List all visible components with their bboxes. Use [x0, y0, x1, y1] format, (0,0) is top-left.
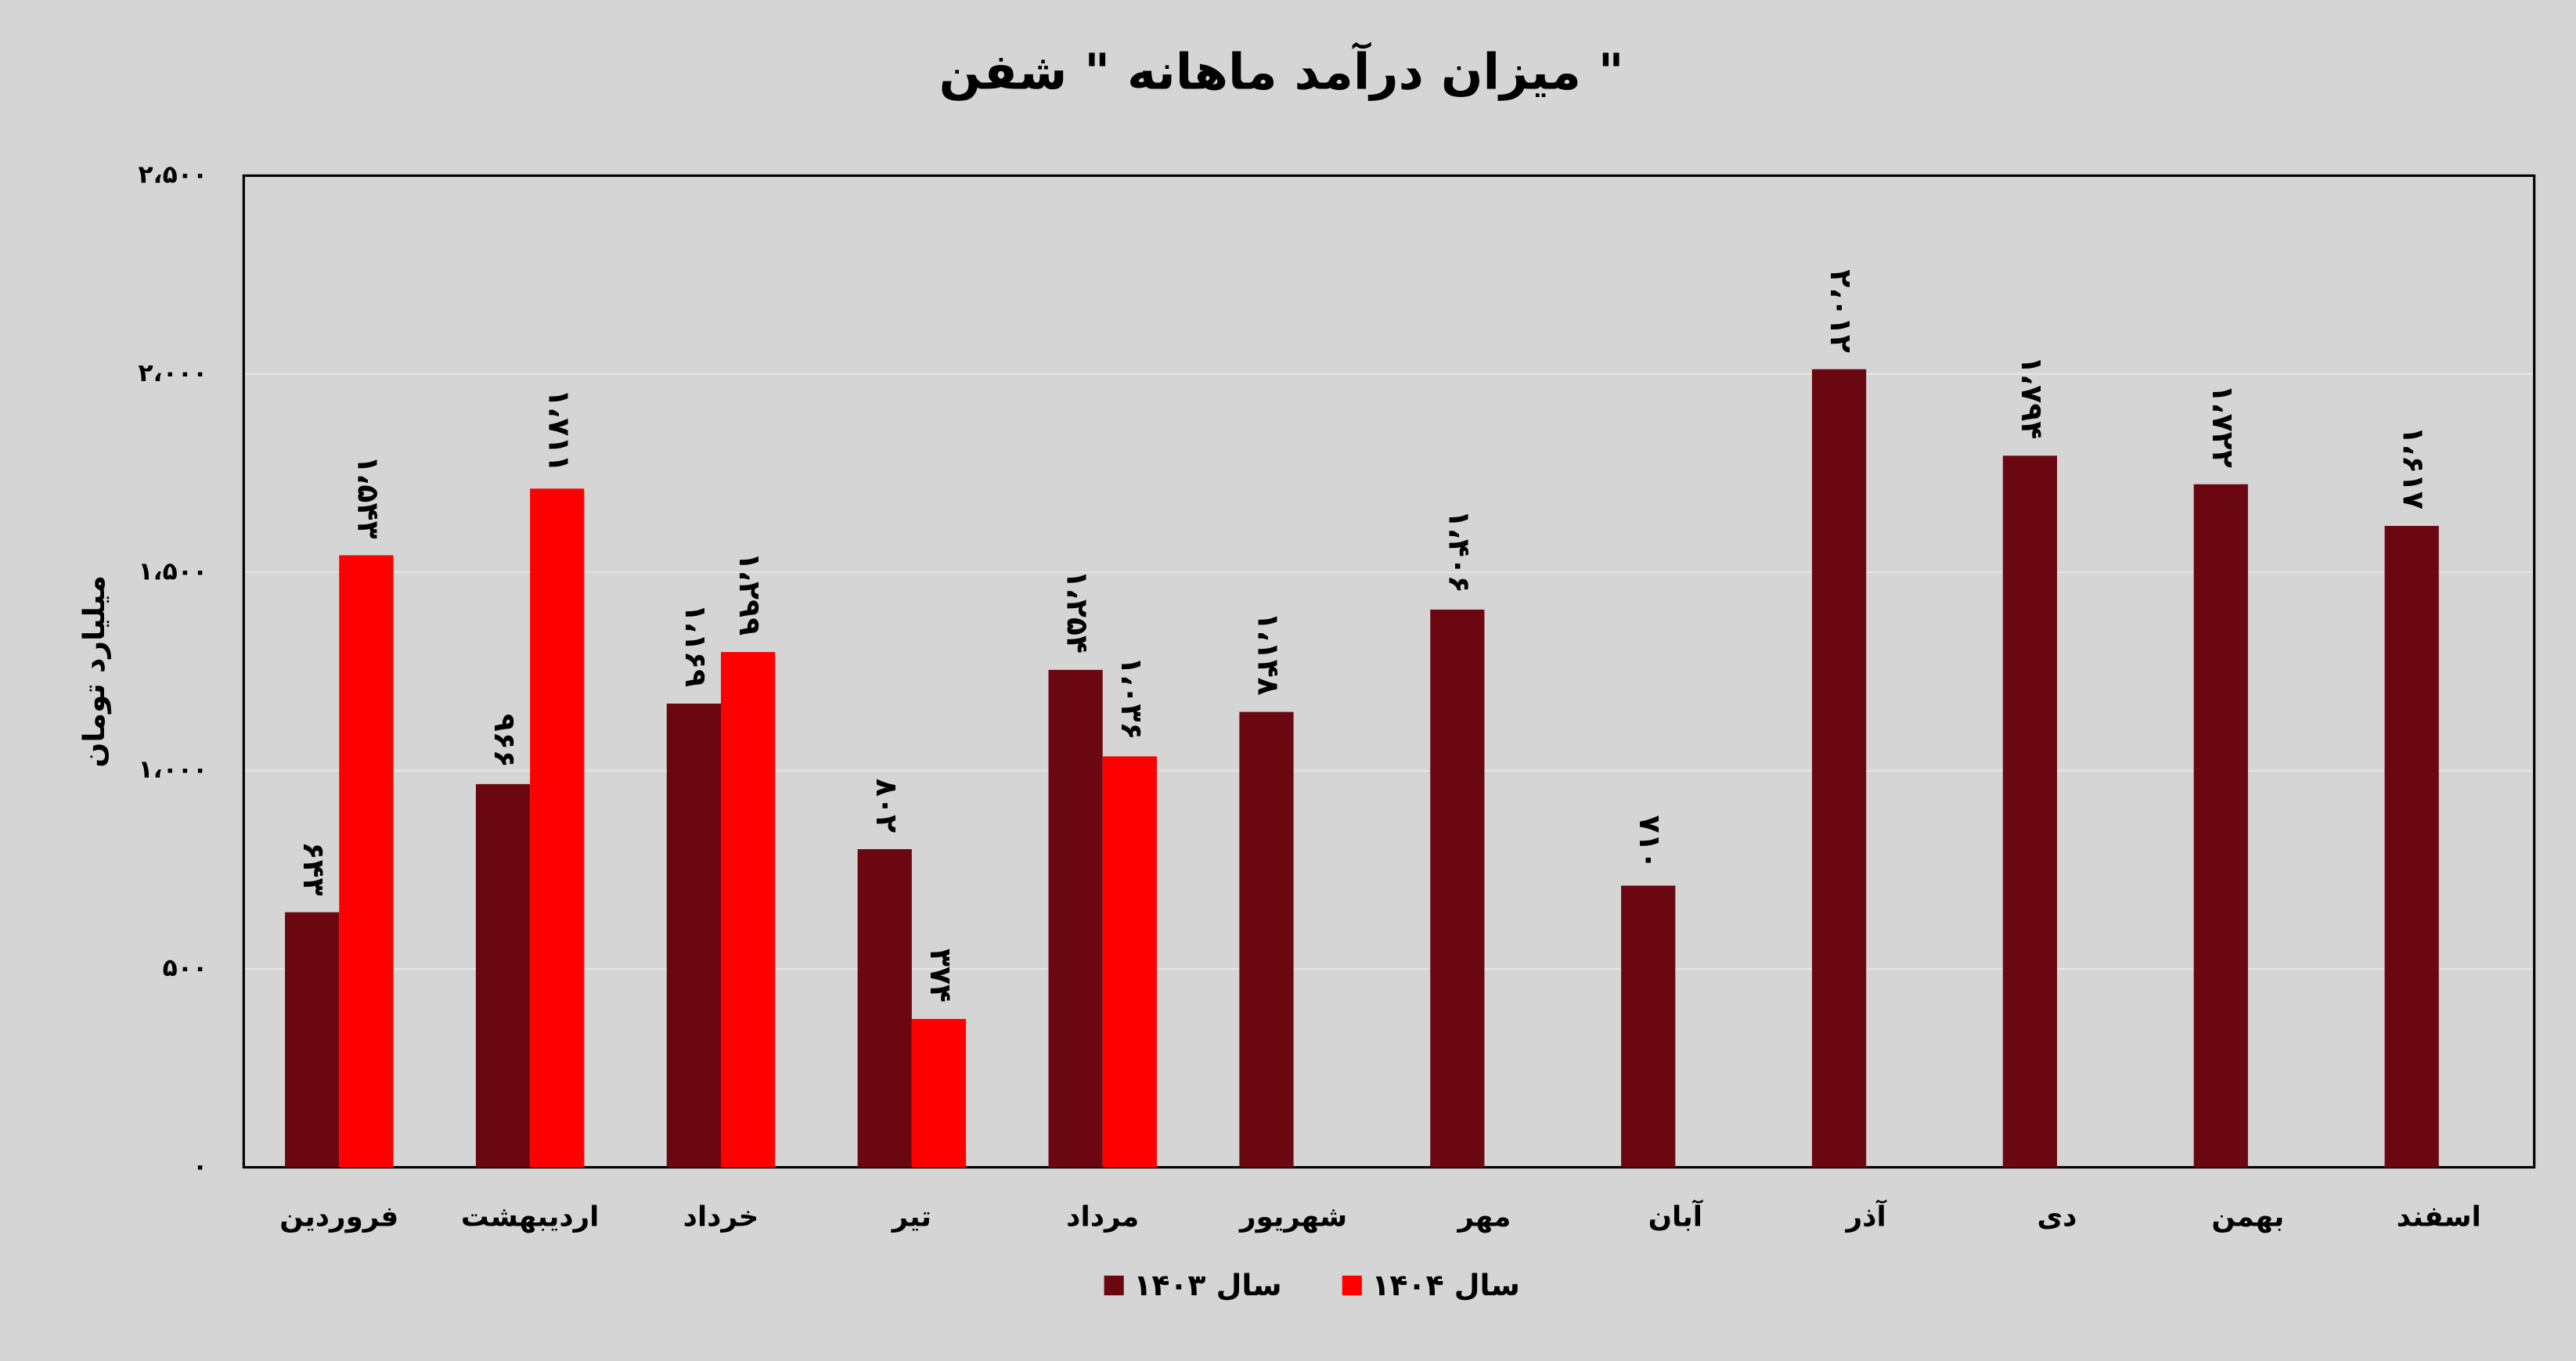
- x-tick-label: اسفند: [2397, 1201, 2481, 1233]
- bar: [666, 704, 722, 1168]
- x-tick-label: آذر: [1845, 1199, 1887, 1233]
- chart-title: میزان درآمد ماهانه " شفن ": [939, 41, 1624, 101]
- bar: [285, 912, 340, 1168]
- y-tick-label: ۱،۰۰۰: [138, 756, 207, 784]
- y-axis-label: میلیارد تومان: [77, 575, 111, 768]
- x-tick-label: شهریور: [1238, 1201, 1347, 1233]
- data-label: ۳۷۴: [924, 949, 958, 1003]
- bar: [530, 488, 585, 1168]
- data-label: ۱،۷۱۱: [542, 389, 576, 473]
- bar: [475, 783, 531, 1168]
- bar: [1621, 885, 1676, 1168]
- bar: [721, 652, 776, 1168]
- data-label: ۹۶۶: [488, 714, 522, 768]
- x-tick-label: مرداد: [1066, 1201, 1139, 1233]
- y-tick-label: ۵۰۰: [163, 954, 208, 982]
- y-tick-label: ۲،۵۰۰: [138, 160, 207, 189]
- y-tick-label: ۱،۵۰۰: [138, 557, 207, 585]
- bar: [2193, 484, 2248, 1168]
- bar: [2384, 525, 2439, 1168]
- x-tick-label: مهر: [1457, 1201, 1511, 1233]
- bar: [1239, 711, 1294, 1168]
- bar: [1811, 369, 1867, 1168]
- data-label: ۱،۱۶۹: [679, 604, 713, 688]
- bar: [1048, 669, 1103, 1168]
- legend-label: سال ۱۴۰۴: [1371, 1268, 1519, 1302]
- data-label: ۱،۵۴۳: [351, 455, 385, 539]
- data-label: ۱،۱۴۸: [1251, 612, 1285, 696]
- x-tick-label: اردیبهشت: [461, 1201, 600, 1233]
- data-label: ۱،۶۱۷: [2397, 426, 2431, 509]
- data-label: ۶۴۳: [297, 841, 331, 895]
- x-tick-label: تیر: [891, 1201, 931, 1233]
- legend-swatch: [1342, 1275, 1362, 1296]
- data-label: ۱،۴۰۶: [1442, 509, 1476, 593]
- data-label: ۷۱۰: [1633, 816, 1667, 870]
- data-label: ۱،۲۹۹: [733, 553, 767, 636]
- data-label: ۱،۷۲۲: [2206, 384, 2240, 468]
- bar: [339, 555, 394, 1168]
- bar: [911, 1018, 967, 1168]
- data-label: ۱،۰۳۶: [1115, 657, 1149, 740]
- bar: [1102, 756, 1157, 1168]
- y-tick-label: ۲،۰۰۰: [138, 359, 207, 387]
- legend-swatch: [1104, 1275, 1124, 1296]
- bar: [857, 849, 912, 1168]
- x-tick-label: خرداد: [683, 1201, 759, 1233]
- plot-border: [242, 174, 2536, 1169]
- x-tick-label: آبان: [1648, 1199, 1703, 1233]
- bar: [2002, 455, 2058, 1168]
- data-label: ۲،۰۱۲: [1824, 269, 1858, 353]
- x-tick-label: بهمن: [2211, 1201, 2284, 1233]
- legend-label: سال ۱۴۰۳: [1133, 1268, 1281, 1302]
- data-label: ۱،۲۵۴: [1061, 570, 1095, 653]
- x-tick-label: دی: [2037, 1201, 2077, 1233]
- y-tick-label: ۰: [193, 1152, 207, 1180]
- bar: [1430, 609, 1485, 1168]
- data-label: ۱،۷۹۴: [2015, 356, 2049, 440]
- x-tick-label: فروردین: [279, 1201, 398, 1233]
- data-label: ۸۰۲: [870, 779, 904, 833]
